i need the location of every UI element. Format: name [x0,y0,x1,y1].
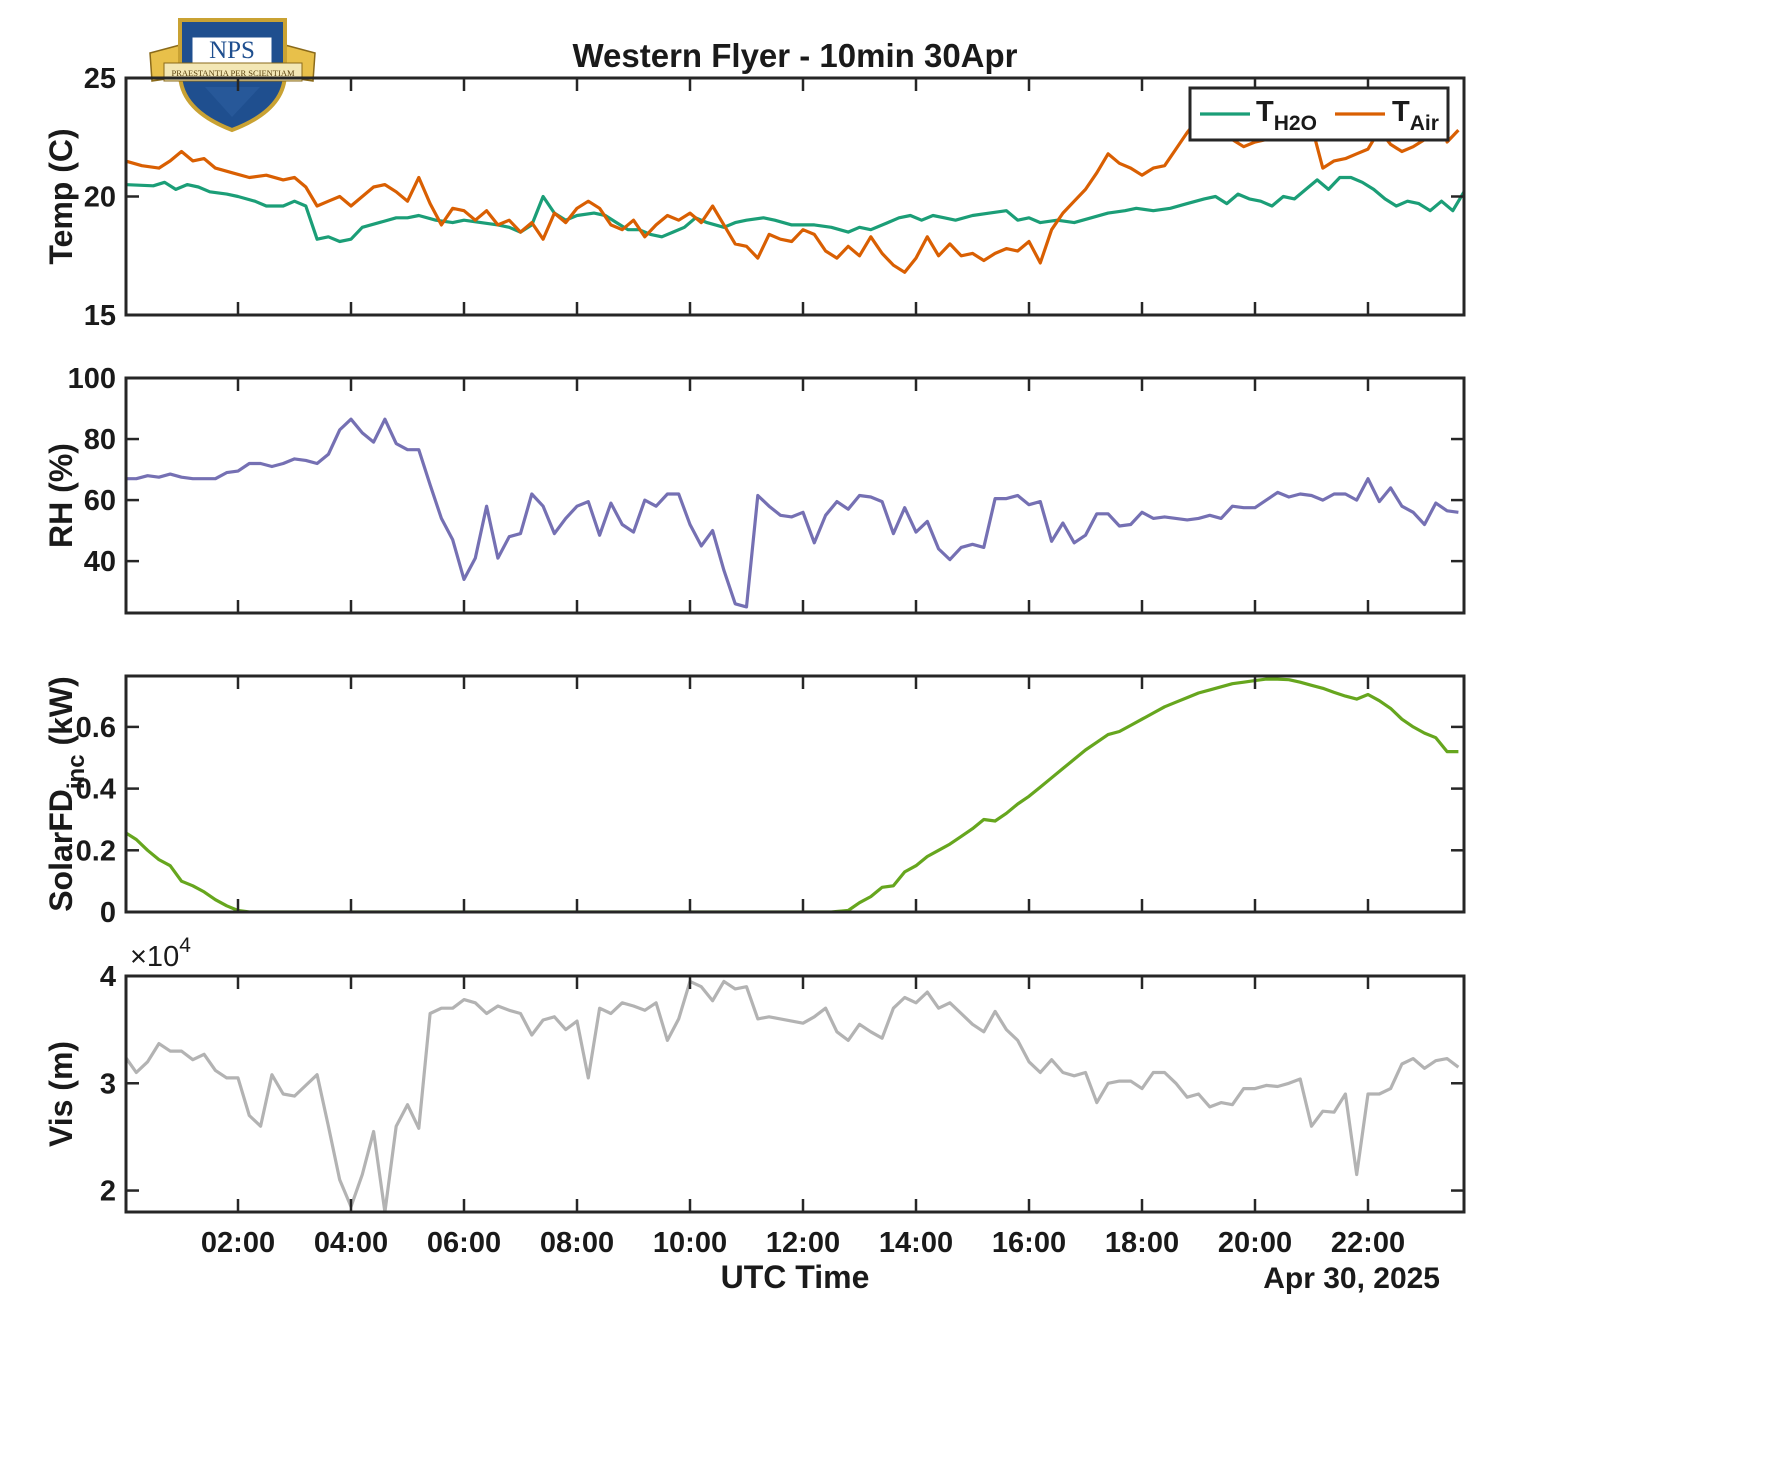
series-line-t-h2o [126,175,1464,244]
y-axis-label: RH (%) [43,443,79,548]
x-tick-label: 12:00 [766,1227,840,1259]
y-tick-label: 0 [100,897,116,929]
y-axis-label: Temp (C) [43,128,79,264]
y-axis-label: Vis (m) [43,1041,79,1147]
x-axis-date-label: Apr 30, 2025 [1263,1262,1440,1295]
y-tick-label: 25 [84,63,116,95]
legend-label: TAir [1392,96,1439,135]
series-line-t-air [126,88,1460,274]
panel-2-axes-box [124,376,1466,615]
panel-3-axes-box [124,674,1466,914]
y-tick-label: 3 [100,1068,116,1100]
y-tick-label: 40 [84,546,116,578]
panels-layer: 15 20 25 Temp (C) TH2O TAir 40 60 80 100 RH (%) 0 0.… [43,63,1466,1259]
y-axis-label: SolarFDinc (kW) [43,676,90,912]
chart-title: Western Flyer - 10min 30Apr [572,37,1017,74]
y-tick-label: 20 [84,182,116,214]
x-tick-label: 22:00 [1331,1227,1405,1259]
y-exponent-label: ×104 [130,934,191,973]
y-tick-label: 2 [100,1176,116,1208]
y-tick-label: 4 [100,961,116,993]
y-tick-label: 100 [68,363,116,395]
x-tick-label: 14:00 [879,1227,953,1259]
logo-text: NPS [209,37,255,64]
y-tick-label: 0.2 [76,835,116,867]
series-line-rh [126,417,1459,609]
series-line-vis [126,979,1460,1212]
logo-motto: PRAESTANTIA PER SCIENTIAM [171,68,294,78]
nps-logo: NPS PRAESTANTIA PER SCIENTIAM [149,18,316,133]
panel-2: 40 60 80 100 RH (%) [43,363,1466,615]
x-tick-label: 20:00 [1218,1227,1292,1259]
x-tick-label: 10:00 [653,1227,727,1259]
x-tick-label: 16:00 [992,1227,1066,1259]
x-axis-label: UTC Time [721,1259,870,1295]
x-tick-label: 02:00 [201,1227,275,1259]
x-tick-label: 18:00 [1105,1227,1179,1259]
x-tick-label: 04:00 [314,1227,388,1259]
y-tick-label: 60 [84,485,116,517]
x-tick-label: 06:00 [427,1227,501,1259]
y-tick-label: 0.4 [76,774,116,806]
x-tick-label: 08:00 [540,1227,614,1259]
legend: TH2O TAir [1188,86,1450,142]
series-line-solarfd-inc [126,677,1459,912]
legend-label: TH2O [1256,96,1317,135]
panel-1: 15 20 25 Temp (C) TH2O TAir [43,63,1466,332]
y-tick-label: 15 [84,300,116,332]
y-tick-label: 80 [84,424,116,456]
panel-4: 02:00 04:00 06:00 08:00 10:00 12:00 14:00 16:00… [43,934,1466,1259]
y-tick-label: 0.6 [76,712,116,744]
panel-4-axes-box [124,974,1466,1214]
